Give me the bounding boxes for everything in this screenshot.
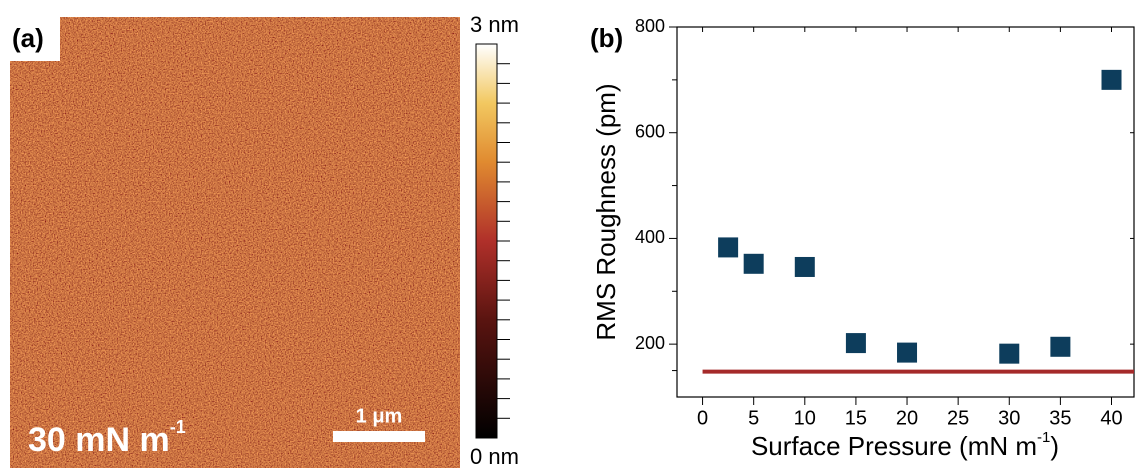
colorbar	[475, 43, 498, 439]
annotation-sup: -1	[170, 417, 186, 437]
x-tick-label: 0	[697, 407, 708, 429]
data-point	[743, 253, 764, 274]
colorbar-ticks	[497, 63, 510, 419]
x-tick-label: 5	[748, 407, 759, 429]
x-tick-label: 10	[794, 407, 816, 429]
panel-label: (a)	[12, 23, 44, 53]
x-tick-label: 40	[1100, 407, 1122, 429]
x-axis-label: Surface Pressure (mN m-1)	[751, 429, 1059, 461]
data-point	[1050, 336, 1071, 357]
colorbar-max: 3 nm	[470, 12, 519, 37]
afm-annotation: 30 mN m-1	[28, 417, 186, 459]
scale-bar	[333, 431, 425, 442]
x-label-text: Surface Pressure (mN m	[751, 431, 1037, 461]
colorbar-min: 0 nm	[470, 444, 519, 468]
data-point	[1101, 69, 1122, 90]
panel-label: (b)	[590, 23, 623, 53]
data-point	[999, 343, 1020, 364]
x-label-sup: -1	[1037, 429, 1050, 446]
x-tick-label: 20	[896, 407, 918, 429]
y-axis-label: RMS Roughness (pm)	[591, 83, 621, 340]
scale-bar-label: 1 μm	[356, 405, 403, 427]
x-tick-label: 25	[947, 407, 969, 429]
x-tick-label: 35	[1049, 407, 1071, 429]
y-tick-label: 800	[635, 16, 665, 36]
x-tick-label: 15	[845, 407, 867, 429]
plot-frame	[676, 26, 1135, 398]
label-box	[10, 17, 60, 61]
afm-image	[10, 17, 460, 468]
annotation-text: 30 mN m	[28, 421, 170, 459]
data-point	[794, 256, 815, 277]
x-tick-label: 30	[998, 407, 1020, 429]
data-point	[897, 342, 918, 363]
x-label-suffix: )	[1050, 431, 1059, 461]
y-tick-label: 400	[635, 227, 665, 247]
data-point	[845, 333, 866, 354]
y-tick-label: 200	[635, 333, 665, 353]
y-tick-label: 600	[635, 121, 665, 141]
data-point	[718, 237, 739, 258]
